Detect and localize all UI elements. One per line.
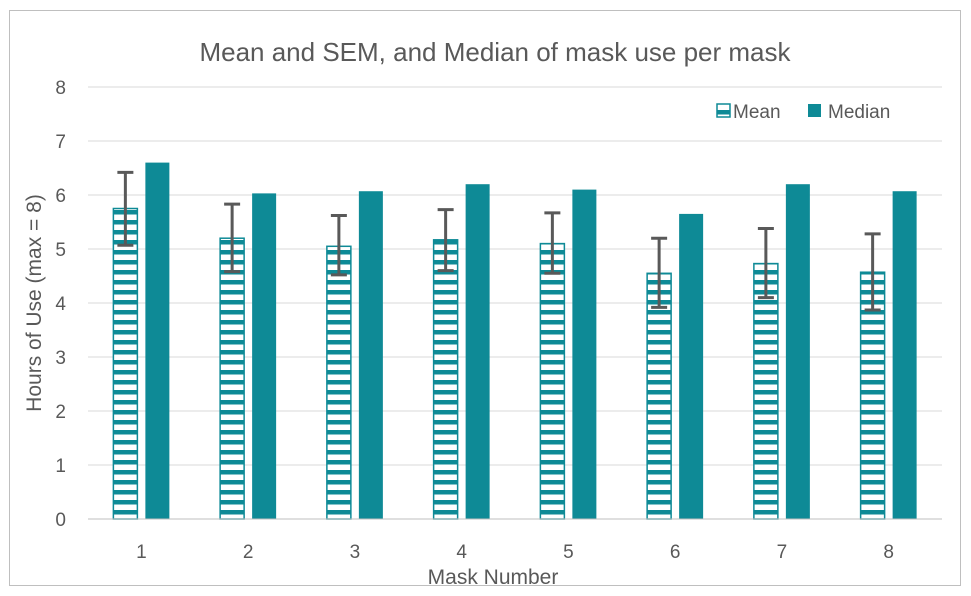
- y-axis-ticks: 0 1 2 3 4 5 6 7 8: [55, 78, 66, 531]
- y-tick-label: 2: [55, 402, 66, 423]
- bars: [112, 162, 917, 520]
- bar-median-7: [785, 184, 810, 519]
- error-bars: [117, 170, 881, 312]
- y-tick-label: 6: [55, 186, 66, 207]
- bar-mean-4: [432, 239, 459, 520]
- error-bar-6: [651, 236, 668, 309]
- bar-median-6: [679, 213, 704, 519]
- bar-mean-6: [646, 272, 672, 520]
- error-bar-7: [757, 226, 774, 300]
- bar-median-5: [572, 189, 597, 519]
- error-bar-8: [864, 232, 881, 312]
- legend-swatch-mean: [716, 103, 731, 118]
- bar-median-3: [358, 191, 383, 519]
- x-tick-label: 7: [777, 542, 788, 563]
- x-tick-label: 5: [563, 542, 574, 563]
- x-tick-label: 2: [243, 542, 254, 563]
- bar-mean-7: [753, 262, 779, 520]
- error-bar-3: [330, 214, 347, 277]
- bar-median-4: [465, 184, 490, 519]
- y-tick-label: 0: [55, 510, 66, 531]
- y-axis-title: Hours of Use (max = 8): [23, 194, 46, 412]
- y-tick-label: 8: [55, 78, 66, 99]
- bar-mean-3: [326, 245, 352, 520]
- bar-median-2: [252, 193, 277, 519]
- error-bar-4: [437, 208, 454, 273]
- chart-title: Mean and SEM, and Median of mask use per…: [199, 37, 791, 67]
- legend-label-median: Median: [828, 102, 890, 123]
- bar-mean-8: [859, 271, 886, 520]
- x-axis-title: Mask Number: [428, 566, 559, 589]
- error-bar-1: [117, 170, 134, 247]
- x-tick-label: 4: [456, 542, 467, 563]
- y-tick-label: 3: [55, 348, 66, 369]
- legend-label-mean: Mean: [733, 102, 781, 123]
- bar-median-1: [145, 162, 170, 519]
- y-tick-label: 7: [55, 132, 66, 153]
- legend-swatch-median: [808, 104, 821, 117]
- y-tick-label: 4: [55, 294, 66, 315]
- bar-mean-2: [219, 237, 245, 520]
- y-tick-label: 5: [55, 240, 66, 261]
- bar-median-8: [892, 191, 917, 519]
- bar-mean-5: [539, 242, 566, 520]
- x-tick-label: 6: [670, 542, 681, 563]
- x-tick-label: 3: [350, 542, 361, 563]
- x-axis-ticks: 1 2 3 4 5 6 7 8: [136, 542, 894, 563]
- y-tick-label: 1: [55, 456, 66, 477]
- x-tick-label: 1: [136, 542, 147, 563]
- error-bar-2: [224, 202, 241, 274]
- bar-mean-1: [112, 207, 139, 520]
- legend: Mean Median: [716, 102, 890, 123]
- error-bar-5: [544, 211, 561, 275]
- x-tick-label: 8: [883, 542, 894, 563]
